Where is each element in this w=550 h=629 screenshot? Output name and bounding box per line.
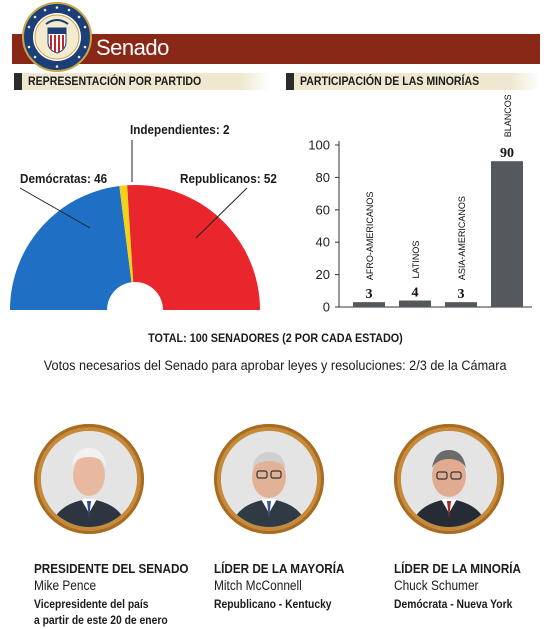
minorities-bar-chart: 0 20 40 60 80 100 3 AFRO-AMERICANOS 4 LATINOS 3 ASI… [308, 95, 532, 315]
senate-seal-logo [22, 2, 92, 72]
y-tick-label: 0 [323, 300, 330, 315]
portrait-mcconnell [221, 431, 317, 527]
bar-value-label: 3 [366, 287, 373, 302]
title-bar: Senado [12, 34, 540, 64]
bar-value-label: 4 [412, 286, 419, 301]
slice-label-independents: Independientes: 2 [130, 122, 230, 137]
y-tick-label: 40 [316, 235, 330, 250]
leader-role-2: LÍDER DE LA MINORÍA [394, 561, 521, 576]
y-tick-label: 100 [308, 138, 330, 153]
leader-name-2: Chuck Schumer [394, 578, 479, 593]
slice-demócratas [10, 185, 132, 310]
bar-category-label: ASIA-AMERICANOS [457, 196, 467, 280]
section-party-label: REPRESENTACIÓN POR PARTIDO [28, 74, 202, 88]
bar-value-label: 90 [500, 146, 514, 161]
party-semicircle-chart [10, 140, 260, 310]
bar-afro-americanos [353, 302, 385, 307]
section-header-minorities: PARTICIPACIÓN DE LAS MINORÍAS [286, 73, 540, 90]
y-tick-label: 20 [316, 267, 330, 282]
portrait-ring-pence [34, 424, 144, 534]
bar-category-label: BLANCOS [503, 95, 513, 137]
y-tick-label: 60 [316, 202, 330, 217]
section-header-party: REPRESENTACIÓN POR PARTIDO [14, 73, 270, 90]
bar-asia-americanos [445, 302, 477, 307]
leader-desc-2: Demócrata - Nueva York [394, 597, 513, 611]
leader-line-republicans [195, 187, 248, 239]
leader-desc-0a: Vicepresidente del país [34, 597, 149, 611]
leader-line-democrats [19, 187, 91, 229]
leader-name-0: Mike Pence [34, 578, 97, 593]
leader-role-0: PRESIDENTE DEL SENADO [34, 561, 189, 576]
slice-label-republicans: Republicanos: 52 [180, 171, 277, 186]
total-senators: TOTAL: 100 SENADORES (2 POR CADA ESTADO) [147, 331, 403, 345]
bar-latinos [399, 300, 431, 307]
leader-name-1: Mitch McConnell [214, 578, 302, 593]
leader-desc-1: Republicano - Kentucky [214, 597, 332, 611]
votes-required-note: Votos necesarios del Senado para aprobar… [43, 358, 507, 373]
portrait-ring-mcconnell [214, 424, 324, 534]
portrait-pence [41, 431, 137, 527]
portrait-ring-schumer [394, 424, 504, 534]
leader-role-1: LÍDER DE LA MAYORÍA [214, 561, 345, 576]
slice-label-democrats: Demócratas: 46 [20, 171, 108, 186]
bar-category-label: AFRO-AMERICANOS [365, 192, 375, 281]
section-minorities-label: PARTICIPACIÓN DE LAS MINORÍAS [300, 74, 480, 88]
portrait-schumer [401, 431, 497, 527]
slice-independientes [119, 185, 134, 283]
bar-category-label: LATINOS [411, 241, 421, 279]
bar-blancos [491, 161, 523, 307]
bar-value-label: 3 [458, 287, 465, 302]
page-title: Senado [96, 35, 169, 60]
slice-republicanos [127, 185, 260, 310]
y-tick-label: 80 [316, 170, 330, 185]
leader-desc-0b: a partir de este 20 de enero [34, 613, 168, 627]
